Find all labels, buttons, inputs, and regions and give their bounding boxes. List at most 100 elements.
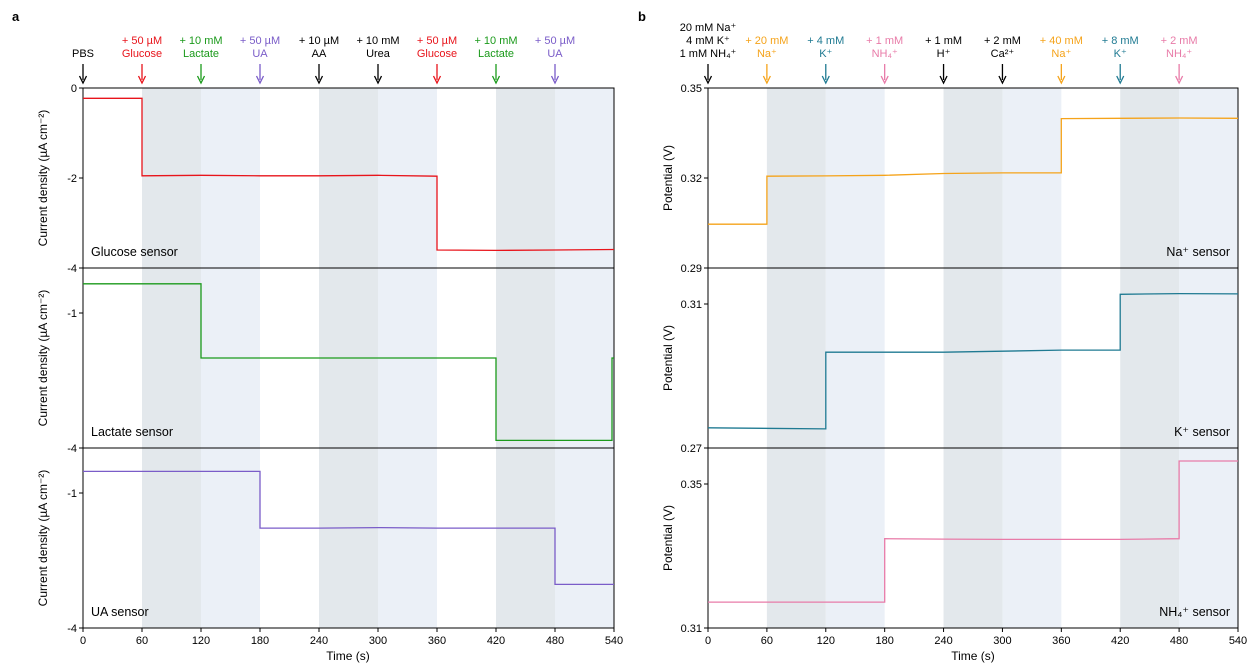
series-line-b-1 xyxy=(707,292,1239,430)
annotation-a-6-line-1: Glucose xyxy=(417,48,457,60)
shaded-region-b-3 xyxy=(1002,88,1062,628)
annotation-b-5-line-0: + 2 mM xyxy=(984,35,1021,47)
annotation-a-2-line-0: + 10 mM xyxy=(179,35,222,47)
panel-letter-a: a xyxy=(12,9,20,24)
annotation-arrow-head-a-6 xyxy=(432,75,442,85)
y-tick-label-a-0-1: -2 xyxy=(67,173,77,185)
annotation-a-0-line-0: PBS xyxy=(72,48,94,60)
annotation-arrow-head-b-6 xyxy=(1057,75,1066,85)
annotation-a-8-line-1: UA xyxy=(547,48,563,60)
annotation-b-0-line-0: 20 mM Na⁺ xyxy=(680,22,737,34)
shaded-region-b-2 xyxy=(943,88,1003,628)
x-tick-label-a-8: 480 xyxy=(546,635,564,647)
annotation-arrow-head-b-2 xyxy=(821,75,830,85)
annotation-b-8-line-1: NH₄⁺ xyxy=(1166,48,1192,60)
y-tick-label-b-0-1: 0.32 xyxy=(681,173,702,185)
subplot-frame-a-2 xyxy=(82,447,615,629)
x-tick-label-a-5: 300 xyxy=(369,635,387,647)
annotation-a-5-line-0: + 10 mM xyxy=(356,35,399,47)
sensor-label-b-1: K⁺ sensor xyxy=(1174,425,1230,439)
y-tick-label-b-0-0: 0.29 xyxy=(681,263,702,275)
sensor-label-b-0: Na⁺ sensor xyxy=(1166,245,1230,259)
annotation-a-1-line-0: + 50 µM xyxy=(122,35,162,47)
annotation-b-7-line-1: K⁺ xyxy=(1114,48,1127,60)
series-line-b-2 xyxy=(708,460,1238,603)
annotation-arrow-head-b-4 xyxy=(939,75,948,85)
y-axis-title-a-1: Current density (µA cm⁻²) xyxy=(36,290,50,427)
annotation-arrow-head-a-3 xyxy=(255,75,265,85)
x-tick-label-a-1: 60 xyxy=(136,635,148,647)
shaded-region-b-5 xyxy=(1179,88,1238,628)
annotation-arrow-head-b-1 xyxy=(762,75,771,85)
sensor-label-a-0: Glucose sensor xyxy=(91,245,178,259)
x-axis-title-b: Time (s) xyxy=(951,649,995,663)
y-tick-label-b-2-1: 0.35 xyxy=(681,479,702,491)
y-axis-title-a-0: Current density (µA cm⁻²) xyxy=(36,110,50,247)
annotation-b-2-line-0: + 4 mM xyxy=(807,35,844,47)
annotation-a-7-line-1: Lactate xyxy=(478,48,514,60)
annotation-arrow-head-b-5 xyxy=(998,75,1007,85)
y-tick-label-b-0-2: 0.35 xyxy=(681,83,702,95)
x-tick-label-a-0: 0 xyxy=(80,635,86,647)
annotation-b-5-line-1: Ca²⁺ xyxy=(991,48,1015,60)
y-tick-label-b-2-0: 0.31 xyxy=(681,623,702,635)
shaded-region-a-0 xyxy=(142,88,201,628)
annotation-b-6-line-0: + 40 mM xyxy=(1040,35,1083,47)
y-axis-title-b-2: Potential (V) xyxy=(661,505,675,571)
annotation-b-4-line-0: + 1 mM xyxy=(925,35,962,47)
y-tick-label-a-0-0: 0 xyxy=(71,83,77,95)
series-line-a-2 xyxy=(83,470,614,586)
annotation-b-2-line-1: K⁺ xyxy=(819,48,832,60)
series-line-b-0 xyxy=(708,117,1239,225)
x-tick-label-b-0: 0 xyxy=(705,635,711,647)
x-tick-label-b-5: 300 xyxy=(993,635,1011,647)
x-tick-label-b-9: 540 xyxy=(1229,635,1247,647)
annotation-arrow-head-b-0 xyxy=(703,75,713,85)
x-tick-label-b-7: 420 xyxy=(1111,635,1129,647)
x-tick-label-a-7: 420 xyxy=(487,635,505,647)
annotation-a-7-line-0: + 10 mM xyxy=(474,35,517,47)
y-tick-label-a-1-1: -4 xyxy=(67,443,77,455)
shaded-region-b-0 xyxy=(766,88,826,628)
annotation-a-4-line-1: AA xyxy=(312,48,327,60)
x-axis-title-a: Time (s) xyxy=(326,649,370,663)
annotation-a-1-line-1: Glucose xyxy=(122,48,162,60)
shaded-region-a-4 xyxy=(496,88,555,628)
annotation-b-1-line-0: + 20 mM xyxy=(745,35,788,47)
annotation-b-0-line-2: 1 mM NH₄⁺ xyxy=(680,48,737,60)
annotation-arrow-head-a-5 xyxy=(373,75,383,85)
x-tick-label-b-1: 60 xyxy=(761,635,773,647)
x-tick-label-b-4: 240 xyxy=(934,635,952,647)
annotation-arrow-head-a-1 xyxy=(137,75,147,85)
annotation-a-3-line-1: UA xyxy=(252,48,268,60)
x-tick-label-b-8: 480 xyxy=(1170,635,1188,647)
shaded-region-a-5 xyxy=(555,88,614,628)
annotation-a-8-line-0: + 50 µM xyxy=(535,35,575,47)
annotation-b-3-line-0: + 1 mM xyxy=(866,35,903,47)
annotation-arrow-head-a-7 xyxy=(491,75,501,85)
x-tick-label-a-6: 360 xyxy=(428,635,446,647)
annotation-b-4-line-1: H⁺ xyxy=(937,48,951,60)
x-tick-label-a-3: 180 xyxy=(251,635,269,647)
shaded-region-b-4 xyxy=(1120,88,1180,628)
y-tick-label-a-0-2: -4 xyxy=(67,263,77,275)
annotation-a-3-line-0: + 50 µM xyxy=(240,35,280,47)
y-axis-title-b-0: Potential (V) xyxy=(661,145,675,211)
x-tick-label-b-2: 120 xyxy=(817,635,835,647)
annotation-b-0-line-1: 4 mM K⁺ xyxy=(686,35,730,47)
y-tick-label-b-1-0: 0.27 xyxy=(681,443,702,455)
series-line-a-1 xyxy=(83,283,614,442)
annotation-b-3-line-1: NH₄⁺ xyxy=(872,48,898,60)
x-tick-label-a-4: 240 xyxy=(310,635,328,647)
y-axis-title-a-2: Current density (µA cm⁻²) xyxy=(36,470,50,607)
x-tick-label-a-9: 540 xyxy=(605,635,623,647)
y-tick-label-a-1-0: -1 xyxy=(67,308,77,320)
annotation-a-2-line-1: Lactate xyxy=(183,48,219,60)
x-tick-label-b-6: 360 xyxy=(1052,635,1070,647)
shaded-region-b-1 xyxy=(825,88,885,628)
annotation-b-1-line-1: Na⁺ xyxy=(757,48,777,60)
x-tick-label-a-2: 120 xyxy=(192,635,210,647)
sensor-label-b-2: NH₄⁺ sensor xyxy=(1159,605,1230,619)
y-tick-label-a-2-0: -1 xyxy=(67,488,77,500)
